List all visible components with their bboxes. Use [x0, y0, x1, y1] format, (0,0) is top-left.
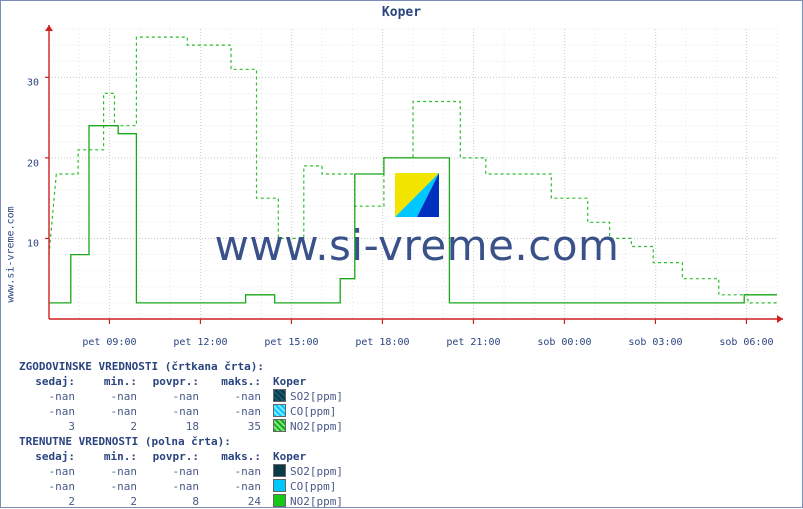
cell-min: 2 — [81, 494, 143, 509]
cell-povpr: -nan — [143, 404, 205, 419]
table-row: -nan-nan-nan-nanCO[ppm] — [19, 404, 349, 419]
col-header: Koper — [267, 449, 349, 464]
cell-series: SO2[ppm] — [267, 389, 349, 404]
table-row: -nan-nan-nan-nanSO2[ppm] — [19, 389, 349, 404]
cell-povpr: -nan — [143, 464, 205, 479]
cell-min: -nan — [81, 389, 143, 404]
current-table: sedaj:min.:povpr.:maks.:Koper-nan-nan-na… — [19, 449, 349, 509]
historic-table: sedaj:min.:povpr.:maks.:Koper-nan-nan-na… — [19, 374, 349, 434]
cell-series: NO2[ppm] — [267, 494, 349, 509]
x-axis-labels: pet 09:00 pet 12:00 pet 15:00 pet 18:00 pet … — [45, 337, 789, 351]
col-header: povpr.: — [143, 374, 205, 389]
chart-title: Koper — [1, 5, 802, 20]
table-row: -nan-nan-nan-nanCO[ppm] — [19, 479, 349, 494]
chart-plot-area: www.si-vreme.com — [45, 23, 789, 333]
cell-povpr: -nan — [143, 479, 205, 494]
table-row: -nan-nan-nan-nanSO2[ppm] — [19, 464, 349, 479]
cell-sedaj: -nan — [19, 479, 81, 494]
cell-maks: 35 — [205, 419, 267, 434]
cell-maks: -nan — [205, 479, 267, 494]
cell-min: 2 — [81, 419, 143, 434]
cell-maks: 24 — [205, 494, 267, 509]
historic-title: ZGODOVINSKE VREDNOSTI (črtkana črta): — [19, 359, 349, 374]
cell-sedaj: -nan — [19, 389, 81, 404]
cell-povpr: -nan — [143, 389, 205, 404]
col-header: maks.: — [205, 449, 267, 464]
table-row: 22824NO2[ppm] — [19, 494, 349, 509]
col-header: maks.: — [205, 374, 267, 389]
cell-sedaj: 3 — [19, 419, 81, 434]
cell-maks: -nan — [205, 404, 267, 419]
col-header: sedaj: — [19, 449, 81, 464]
cell-series: SO2[ppm] — [267, 464, 349, 479]
legend-tables: ZGODOVINSKE VREDNOSTI (črtkana črta): se… — [19, 359, 349, 509]
cell-min: -nan — [81, 464, 143, 479]
col-header: min.: — [81, 449, 143, 464]
x-tick-label: pet 21:00 — [446, 337, 500, 348]
cell-min: -nan — [81, 404, 143, 419]
cell-povpr: 18 — [143, 419, 205, 434]
y-tick-label: 20 — [27, 158, 39, 169]
table-row: 321835NO2[ppm] — [19, 419, 349, 434]
col-header: sedaj: — [19, 374, 81, 389]
cell-sedaj: -nan — [19, 464, 81, 479]
cell-sedaj: -nan — [19, 404, 81, 419]
cell-series: CO[ppm] — [267, 404, 349, 419]
cell-min: -nan — [81, 479, 143, 494]
chart-frame: www.si-vreme.com Koper 102030 www.si-vre… — [0, 0, 803, 508]
cell-maks: -nan — [205, 389, 267, 404]
x-tick-label: sob 03:00 — [628, 337, 682, 348]
chart-svg — [45, 23, 789, 333]
cell-sedaj: 2 — [19, 494, 81, 509]
cell-series: NO2[ppm] — [267, 419, 349, 434]
x-tick-label: pet 09:00 — [82, 337, 136, 348]
y-tick-label: 30 — [27, 78, 39, 89]
y-axis-labels: 10 20 30 — [1, 23, 41, 333]
col-header: Koper — [267, 374, 349, 389]
col-header: povpr.: — [143, 449, 205, 464]
y-tick-label: 10 — [27, 239, 39, 250]
cell-povpr: 8 — [143, 494, 205, 509]
x-tick-label: pet 18:00 — [355, 337, 409, 348]
x-tick-label: sob 06:00 — [719, 337, 773, 348]
x-tick-label: sob 00:00 — [537, 337, 591, 348]
cell-maks: -nan — [205, 464, 267, 479]
x-tick-label: pet 12:00 — [173, 337, 227, 348]
cell-series: CO[ppm] — [267, 479, 349, 494]
x-tick-label: pet 15:00 — [264, 337, 318, 348]
current-title: TRENUTNE VREDNOSTI (polna črta): — [19, 434, 349, 449]
col-header: min.: — [81, 374, 143, 389]
